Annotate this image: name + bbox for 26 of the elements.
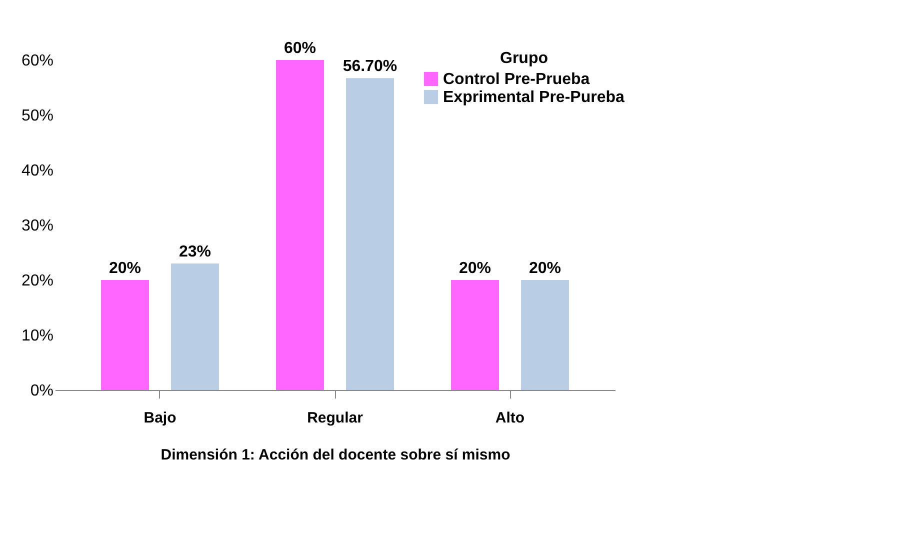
data-label: 20%: [528, 260, 562, 277]
x-tick-label: Alto: [495, 410, 525, 426]
y-tick-label: 50%: [21, 108, 54, 124]
bar: [276, 60, 324, 390]
y-tick-label: 10%: [21, 328, 54, 344]
legend-title: Grupo: [500, 50, 548, 67]
x-tick-label: Bajo: [144, 410, 176, 426]
y-tick-label: 0%: [30, 382, 54, 400]
x-axis-title: Dimensión 1: Acción del docente sobre sí mismo: [160, 446, 510, 464]
bar: [451, 280, 499, 390]
data-label: 56.70%: [342, 58, 398, 76]
bar: [521, 280, 569, 390]
legend-label: Control Pre-Prueba: [443, 71, 590, 88]
data-label: 20%: [458, 260, 492, 277]
bar: [101, 280, 149, 390]
data-label: 60%: [284, 40, 316, 57]
y-tick-label: 20%: [21, 272, 54, 290]
x-tick-label: Regular: [307, 410, 364, 426]
bar: [346, 78, 394, 390]
data-label: 23%: [178, 244, 212, 260]
data-label: 20%: [108, 260, 142, 277]
y-tick-label: 60%: [21, 52, 54, 70]
y-tick-label: 40%: [21, 162, 54, 180]
legend-label: Exprimental Pre-Pureba: [443, 89, 624, 106]
y-tick-label: 30%: [21, 218, 54, 234]
bar: [171, 264, 219, 390]
